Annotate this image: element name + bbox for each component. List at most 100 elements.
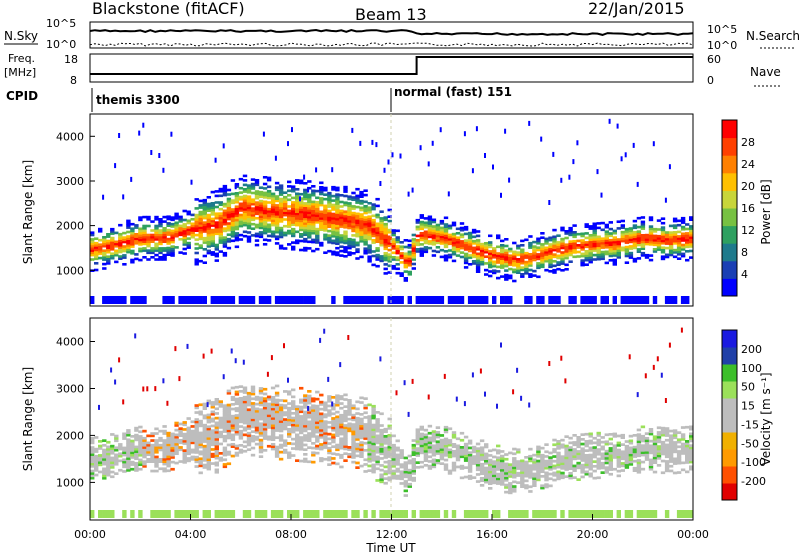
velocity-cell: [375, 458, 380, 461]
velocity-cell: [512, 471, 517, 474]
velocity-cell: [536, 462, 541, 465]
velocity-cell: [500, 475, 505, 479]
power-cell: [636, 243, 642, 247]
power-cell: [604, 225, 609, 229]
nave-label: Nave: [750, 65, 781, 79]
power-cell: [178, 217, 183, 221]
velocity-cell: [315, 397, 320, 401]
power-cell: [548, 243, 553, 246]
power-cell: [194, 213, 199, 217]
velocity-cell: [411, 448, 416, 452]
velocity-cell: [616, 451, 621, 454]
power-cell: [387, 242, 392, 245]
velocity-cell: [250, 402, 256, 405]
velocity-cell: [351, 418, 356, 422]
velocity-cell: [636, 438, 642, 441]
velocity-cell: [544, 464, 549, 468]
power-cell: [367, 246, 372, 250]
power-cell: [194, 229, 199, 232]
velocity-cell: [379, 440, 384, 444]
power-cell: [307, 207, 312, 210]
power-cell: [363, 249, 368, 253]
power-cell: [508, 177, 511, 183]
velocity-cell: [122, 432, 127, 436]
velocity-cell: [126, 429, 131, 432]
velocity-cell: [516, 474, 521, 477]
power-cell: [222, 243, 228, 246]
power-cell: [616, 227, 621, 230]
velocity-cell: [331, 510, 336, 518]
velocity-cell: [130, 463, 135, 466]
velocity-cell: [311, 404, 316, 408]
velocity-cell: [198, 443, 203, 446]
velocity-cell: [351, 413, 356, 417]
velocity-cell: [94, 450, 99, 453]
velocity-cell: [102, 476, 107, 480]
velocity-cell: [512, 457, 517, 460]
power-cell: [202, 223, 207, 227]
power-cell: [668, 242, 674, 246]
velocity-cell: [600, 436, 605, 439]
power-cell: [640, 236, 646, 239]
velocity-cell: [202, 423, 207, 427]
velocity-cell: [262, 397, 268, 400]
velocity-cell: [102, 474, 107, 478]
velocity-cell: [238, 406, 244, 410]
power-cell: [355, 194, 360, 198]
power-cell: [98, 252, 103, 255]
power-cell: [443, 229, 449, 233]
velocity-cell: [214, 442, 219, 446]
velocity-cell: [311, 435, 316, 438]
velocity-cell: [560, 460, 565, 463]
power-cell: [656, 248, 662, 251]
velocity-cell: [387, 448, 392, 451]
velocity-cell: [644, 444, 650, 447]
velocity-cell: [407, 475, 412, 479]
velocity-cell: [242, 421, 248, 425]
power-cell: [214, 157, 217, 163]
velocity-cell: [303, 427, 308, 430]
velocity-cell: [202, 416, 207, 420]
power-cell: [500, 259, 505, 263]
power-cell: [206, 218, 211, 221]
power-cell: [335, 224, 340, 228]
power-cell: [504, 128, 507, 134]
power-cell: [158, 256, 163, 259]
power-cell: [335, 200, 340, 203]
velocity-cell: [415, 435, 420, 439]
velocity-cell: [98, 454, 103, 457]
power-cell: [246, 222, 252, 225]
velocity-cell: [226, 415, 232, 419]
velocity-cell: [202, 430, 207, 434]
velocity-cell: [114, 455, 119, 459]
velocity-cell: [214, 454, 219, 458]
power-cell: [331, 214, 336, 218]
ytick-label: 4000: [56, 130, 84, 143]
power-cell: [355, 212, 360, 216]
power-cell: [492, 296, 497, 304]
velocity-cell: [443, 442, 449, 445]
power-cell: [238, 191, 244, 194]
velocity-cell: [126, 440, 131, 444]
power-cell: [170, 254, 175, 257]
colorbar-swatch: [722, 364, 737, 382]
power-cell: [266, 219, 272, 222]
power-cell: [572, 255, 577, 259]
velocity-cell: [194, 437, 199, 440]
power-cell: [174, 226, 179, 229]
velocity-cell: [202, 435, 207, 439]
velocity-cell: [162, 441, 167, 445]
velocity-cell: [676, 461, 682, 465]
velocity-cell: [612, 435, 617, 438]
velocity-cell: [283, 441, 288, 445]
power-cell: [592, 240, 597, 243]
velocity-cell: [258, 401, 264, 404]
velocity-cell: [242, 386, 248, 390]
velocity-cell: [295, 428, 300, 432]
velocity-cell: [234, 451, 240, 455]
velocity-cell: [226, 406, 232, 409]
power-cell: [532, 274, 537, 277]
velocity-cell: [492, 460, 497, 463]
power-cell: [403, 279, 408, 282]
velocity-cell: [190, 510, 195, 518]
